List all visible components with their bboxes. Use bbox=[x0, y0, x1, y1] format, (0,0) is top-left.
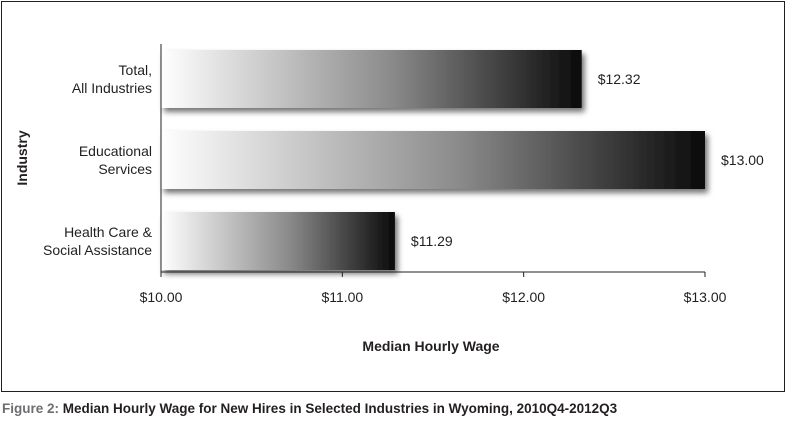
x-tick-label-0: $10.00 bbox=[140, 289, 183, 305]
figure-title: Median Hourly Wage for New Hires in Sele… bbox=[62, 401, 618, 416]
x-tick-label-3: $13.00 bbox=[684, 289, 727, 305]
bar-1 bbox=[161, 131, 705, 189]
bar-0 bbox=[161, 50, 582, 108]
category-label-1: Educational Services bbox=[79, 143, 152, 177]
value-label-2: $11.29 bbox=[411, 233, 453, 249]
category-label-2: Health Care & Social Assistance bbox=[43, 224, 153, 258]
value-label-0: $12.32 bbox=[598, 71, 641, 87]
x-axis-title: Median Hourly Wage bbox=[362, 338, 499, 354]
figure-label: Figure 2: bbox=[2, 401, 60, 416]
y-axis-title: Industry bbox=[14, 130, 30, 185]
value-label-1: $13.00 bbox=[721, 152, 764, 168]
x-tick-label-1: $11.00 bbox=[321, 289, 363, 305]
bar-2 bbox=[161, 212, 395, 270]
figure-caption: Figure 2: Median Hourly Wage for New Hir… bbox=[2, 401, 617, 416]
x-tick-label-2: $12.00 bbox=[502, 289, 545, 305]
category-label-0: Total, All Industries bbox=[72, 62, 152, 96]
